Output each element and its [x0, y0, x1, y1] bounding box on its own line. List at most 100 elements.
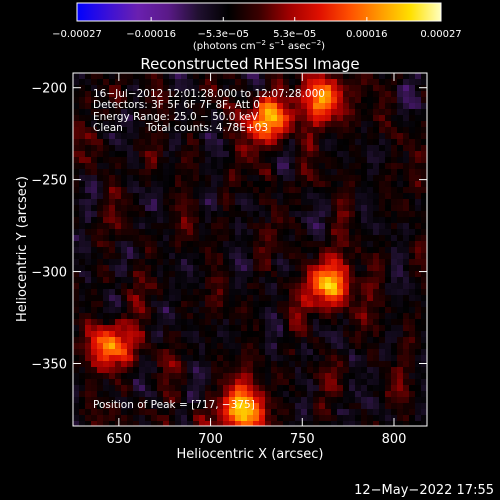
heatmap-cell: [367, 187, 374, 194]
heatmap-cell: [397, 91, 404, 98]
heatmap-cell: [109, 187, 116, 194]
heatmap-cell: [415, 205, 422, 212]
heatmap-cell: [223, 163, 230, 170]
heatmap-cell: [307, 301, 314, 308]
heatmap-cell: [121, 247, 128, 254]
heatmap-cell: [319, 235, 326, 242]
heatmap-cell: [103, 115, 110, 122]
heatmap-cell: [241, 145, 248, 152]
heatmap-cell: [79, 313, 86, 320]
heatmap-cell: [193, 403, 200, 410]
heatmap-cell: [379, 289, 386, 296]
heatmap-cell: [247, 337, 254, 344]
heatmap-cell: [301, 385, 308, 392]
heatmap-cell: [229, 271, 236, 278]
heatmap-cell: [235, 259, 242, 266]
heatmap-cell: [109, 103, 116, 110]
heatmap-cell: [397, 373, 404, 380]
heatmap-cell: [199, 355, 206, 362]
heatmap-cell: [301, 205, 308, 212]
heatmap-cell: [367, 415, 374, 422]
heatmap-cell: [217, 169, 224, 176]
heatmap-cell: [175, 259, 182, 266]
heatmap-cell: [181, 109, 188, 116]
heatmap-cell: [349, 349, 356, 356]
heatmap-cell: [223, 187, 230, 194]
heatmap-cell: [187, 181, 194, 188]
heatmap-cell: [343, 73, 350, 80]
heatmap-cell: [421, 343, 427, 350]
heatmap-cell: [385, 199, 392, 206]
heatmap-cell: [127, 277, 134, 284]
heatmap-cell: [163, 373, 170, 380]
heatmap-cell: [265, 271, 272, 278]
heatmap-cell: [355, 247, 362, 254]
heatmap-cell: [325, 367, 332, 374]
heatmap-cell: [181, 205, 188, 212]
heatmap-cell: [397, 397, 404, 404]
heatmap-cell: [133, 265, 140, 272]
heatmap-cell: [337, 175, 344, 182]
heatmap-cell: [379, 385, 386, 392]
heatmap-cell: [331, 109, 338, 116]
heatmap-cell: [175, 97, 182, 104]
heatmap-cell: [355, 421, 362, 426]
heatmap-cell: [175, 379, 182, 386]
heatmap-cell: [91, 91, 98, 98]
heatmap-cell: [361, 241, 368, 248]
heatmap-cell: [295, 127, 302, 134]
heatmap-cell: [217, 175, 224, 182]
heatmap-cell: [349, 205, 356, 212]
heatmap-cell: [325, 91, 332, 98]
heatmap-cell: [139, 313, 146, 320]
heatmap-cell: [211, 211, 218, 218]
heatmap-cell: [175, 295, 182, 302]
heatmap-cell: [259, 181, 266, 188]
heatmap-cell: [283, 199, 290, 206]
heatmap-cell: [373, 199, 380, 206]
heatmap-cell: [307, 145, 314, 152]
heatmap-cell: [73, 367, 80, 374]
heatmap-cell: [421, 337, 427, 344]
x-tick-label: 700: [198, 432, 223, 447]
heatmap-cell: [157, 415, 164, 422]
heatmap-cell: [235, 151, 242, 158]
heatmap-cell: [307, 157, 314, 164]
heatmap-cell: [259, 403, 266, 410]
heatmap-cell: [139, 271, 146, 278]
heatmap-cell: [271, 91, 278, 98]
heatmap-cell: [343, 211, 350, 218]
heatmap-cell: [247, 301, 254, 308]
heatmap-cell: [103, 217, 110, 224]
heatmap-cell: [85, 403, 92, 410]
heatmap-cell: [115, 97, 122, 104]
heatmap-cell: [79, 271, 86, 278]
heatmap-cell: [121, 355, 128, 362]
heatmap-cell: [109, 331, 116, 338]
heatmap-cell: [343, 163, 350, 170]
heatmap-cell: [421, 355, 427, 362]
heatmap-cell: [331, 349, 338, 356]
heatmap-cell: [331, 307, 338, 314]
heatmap-cell: [283, 253, 290, 260]
heatmap-cell: [337, 151, 344, 158]
heatmap-cell: [163, 421, 170, 426]
heatmap-cell: [133, 193, 140, 200]
heatmap-cell: [403, 139, 410, 146]
heatmap-cell: [421, 265, 427, 272]
heatmap-cell: [175, 175, 182, 182]
heatmap-cell: [127, 421, 134, 426]
heatmap-cell: [343, 289, 350, 296]
heatmap-cell: [199, 115, 206, 122]
heatmap-cell: [385, 139, 392, 146]
heatmap-cell: [301, 217, 308, 224]
heatmap-cell: [217, 109, 224, 116]
heatmap-cell: [139, 109, 146, 116]
heatmap-cell: [271, 265, 278, 272]
heatmap-cell: [277, 175, 284, 182]
heatmap-cell: [307, 229, 314, 236]
heatmap-cell: [73, 301, 80, 308]
heatmap-cell: [301, 157, 308, 164]
heatmap-cell: [337, 187, 344, 194]
heatmap-cell: [163, 325, 170, 332]
